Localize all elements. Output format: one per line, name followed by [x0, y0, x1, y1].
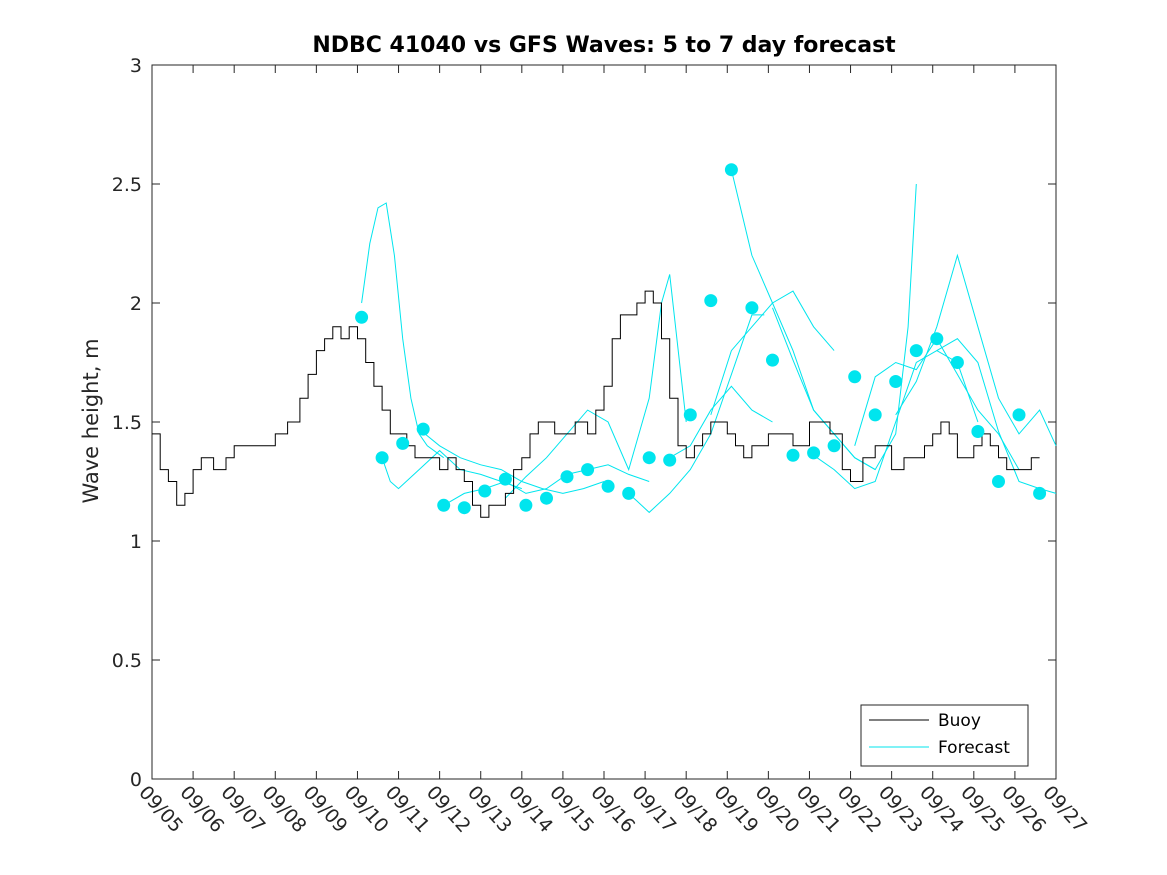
forecast-run-line	[505, 274, 687, 499]
legend: Buoy Forecast	[860, 704, 1029, 767]
forecast-marker	[704, 294, 718, 308]
x-tick-label: 09/11	[381, 782, 434, 837]
forecast-marker	[807, 446, 821, 460]
x-tick-label: 09/23	[874, 782, 927, 837]
forecast-marker	[355, 310, 369, 324]
x-tick-label: 09/24	[915, 782, 968, 837]
forecast-marker	[1012, 408, 1026, 422]
y-tick-label: 3	[130, 55, 142, 77]
forecast-run-line	[730, 169, 876, 471]
forecast-marker	[416, 422, 430, 436]
legend-buoy-label: Buoy	[938, 711, 981, 731]
forecast-marker	[375, 451, 389, 465]
x-tick-label: 09/26	[997, 782, 1050, 837]
forecast-marker	[457, 501, 471, 515]
forecast-run-line	[710, 290, 835, 416]
forecast-marker	[478, 484, 492, 498]
forecast-marker	[642, 451, 656, 465]
x-tick-label: 09/16	[586, 782, 639, 837]
x-tick-label: 09/06	[175, 782, 228, 837]
y-tick-label: 1.5	[112, 412, 142, 434]
forecast-marker	[437, 498, 451, 512]
forecast-marker	[848, 370, 862, 384]
x-tick-label: 09/19	[710, 782, 763, 837]
forecast-run-line	[628, 314, 765, 514]
forecast-marker	[889, 375, 903, 388]
forecast-run-line	[381, 449, 522, 490]
y-tick-label: 0.5	[112, 650, 142, 672]
x-tick-label: 09/05	[134, 782, 187, 837]
y-axis-label: Wave height, m	[79, 338, 103, 503]
y-tick-label: 1	[130, 531, 142, 553]
x-tick-label: 09/10	[340, 782, 393, 837]
forecast-marker	[683, 408, 697, 422]
forecast-run-line	[895, 253, 1057, 447]
x-tick-label: 09/15	[545, 782, 598, 837]
forecast-run-line	[418, 428, 605, 494]
x-tick-label: 09/12	[422, 782, 475, 837]
x-tick-label: 09/14	[504, 782, 557, 837]
x-tick-label: 09/07	[216, 782, 269, 837]
x-tick-label: 09/20	[751, 782, 804, 837]
x-tick-label: 09/17	[627, 782, 680, 837]
forecast-marker	[766, 353, 779, 367]
forecast-marker	[560, 470, 574, 484]
x-tick-label: 09/22	[833, 782, 886, 837]
forecast-markers	[355, 163, 1047, 515]
x-tick-label: 09/27	[1038, 782, 1091, 837]
forecast-marker	[498, 472, 512, 486]
forecast-marker	[786, 448, 800, 462]
y-tick-label: 2.5	[112, 174, 142, 196]
forecast-run-line	[361, 202, 444, 459]
forecast-marker	[622, 486, 636, 500]
legend-box	[860, 704, 1029, 767]
chart-title: NDBC 41040 vs GFS Waves: 5 to 7 day fore…	[312, 33, 896, 58]
forecast-marker	[827, 439, 841, 453]
x-tick-label: 09/25	[956, 782, 1009, 837]
forecast-marker	[868, 408, 882, 422]
forecast-marker	[745, 301, 759, 315]
forecast-run-line	[669, 385, 773, 459]
forecast-marker	[1033, 486, 1047, 500]
y-tick-label: 2	[130, 293, 142, 315]
forecast-run-line	[443, 464, 650, 506]
forecast-run-line	[772, 183, 917, 471]
forecast-marker	[519, 498, 533, 512]
y-axis: 0 0.5 1 1.5 2 2.5 3	[112, 55, 1056, 791]
forecast-marker	[540, 491, 553, 505]
buoy-line	[152, 290, 1040, 518]
forecast-marker	[724, 163, 738, 177]
forecast-marker	[396, 436, 410, 450]
forecast-marker	[601, 479, 615, 493]
forecast-marker	[663, 453, 677, 467]
forecast-marker	[930, 332, 944, 346]
forecast-lines	[361, 169, 1057, 514]
legend-forecast-label: Forecast	[938, 738, 1010, 758]
forecast-marker	[992, 475, 1005, 488]
forecast-marker	[950, 356, 964, 369]
y-tick-label: 0	[130, 769, 142, 791]
forecast-marker	[971, 425, 985, 438]
x-tick-label: 09/09	[299, 782, 352, 837]
x-tick-label: 09/13	[463, 782, 516, 837]
forecast-marker	[909, 344, 923, 358]
buoy-line-group	[152, 290, 1040, 518]
forecast-run-line	[813, 350, 979, 490]
x-tick-label: 09/18	[668, 782, 721, 837]
forecast-run-line	[854, 337, 1020, 470]
x-tick-label: 09/21	[792, 782, 845, 837]
forecast-marker	[581, 463, 595, 477]
x-tick-label: 09/08	[258, 782, 311, 837]
